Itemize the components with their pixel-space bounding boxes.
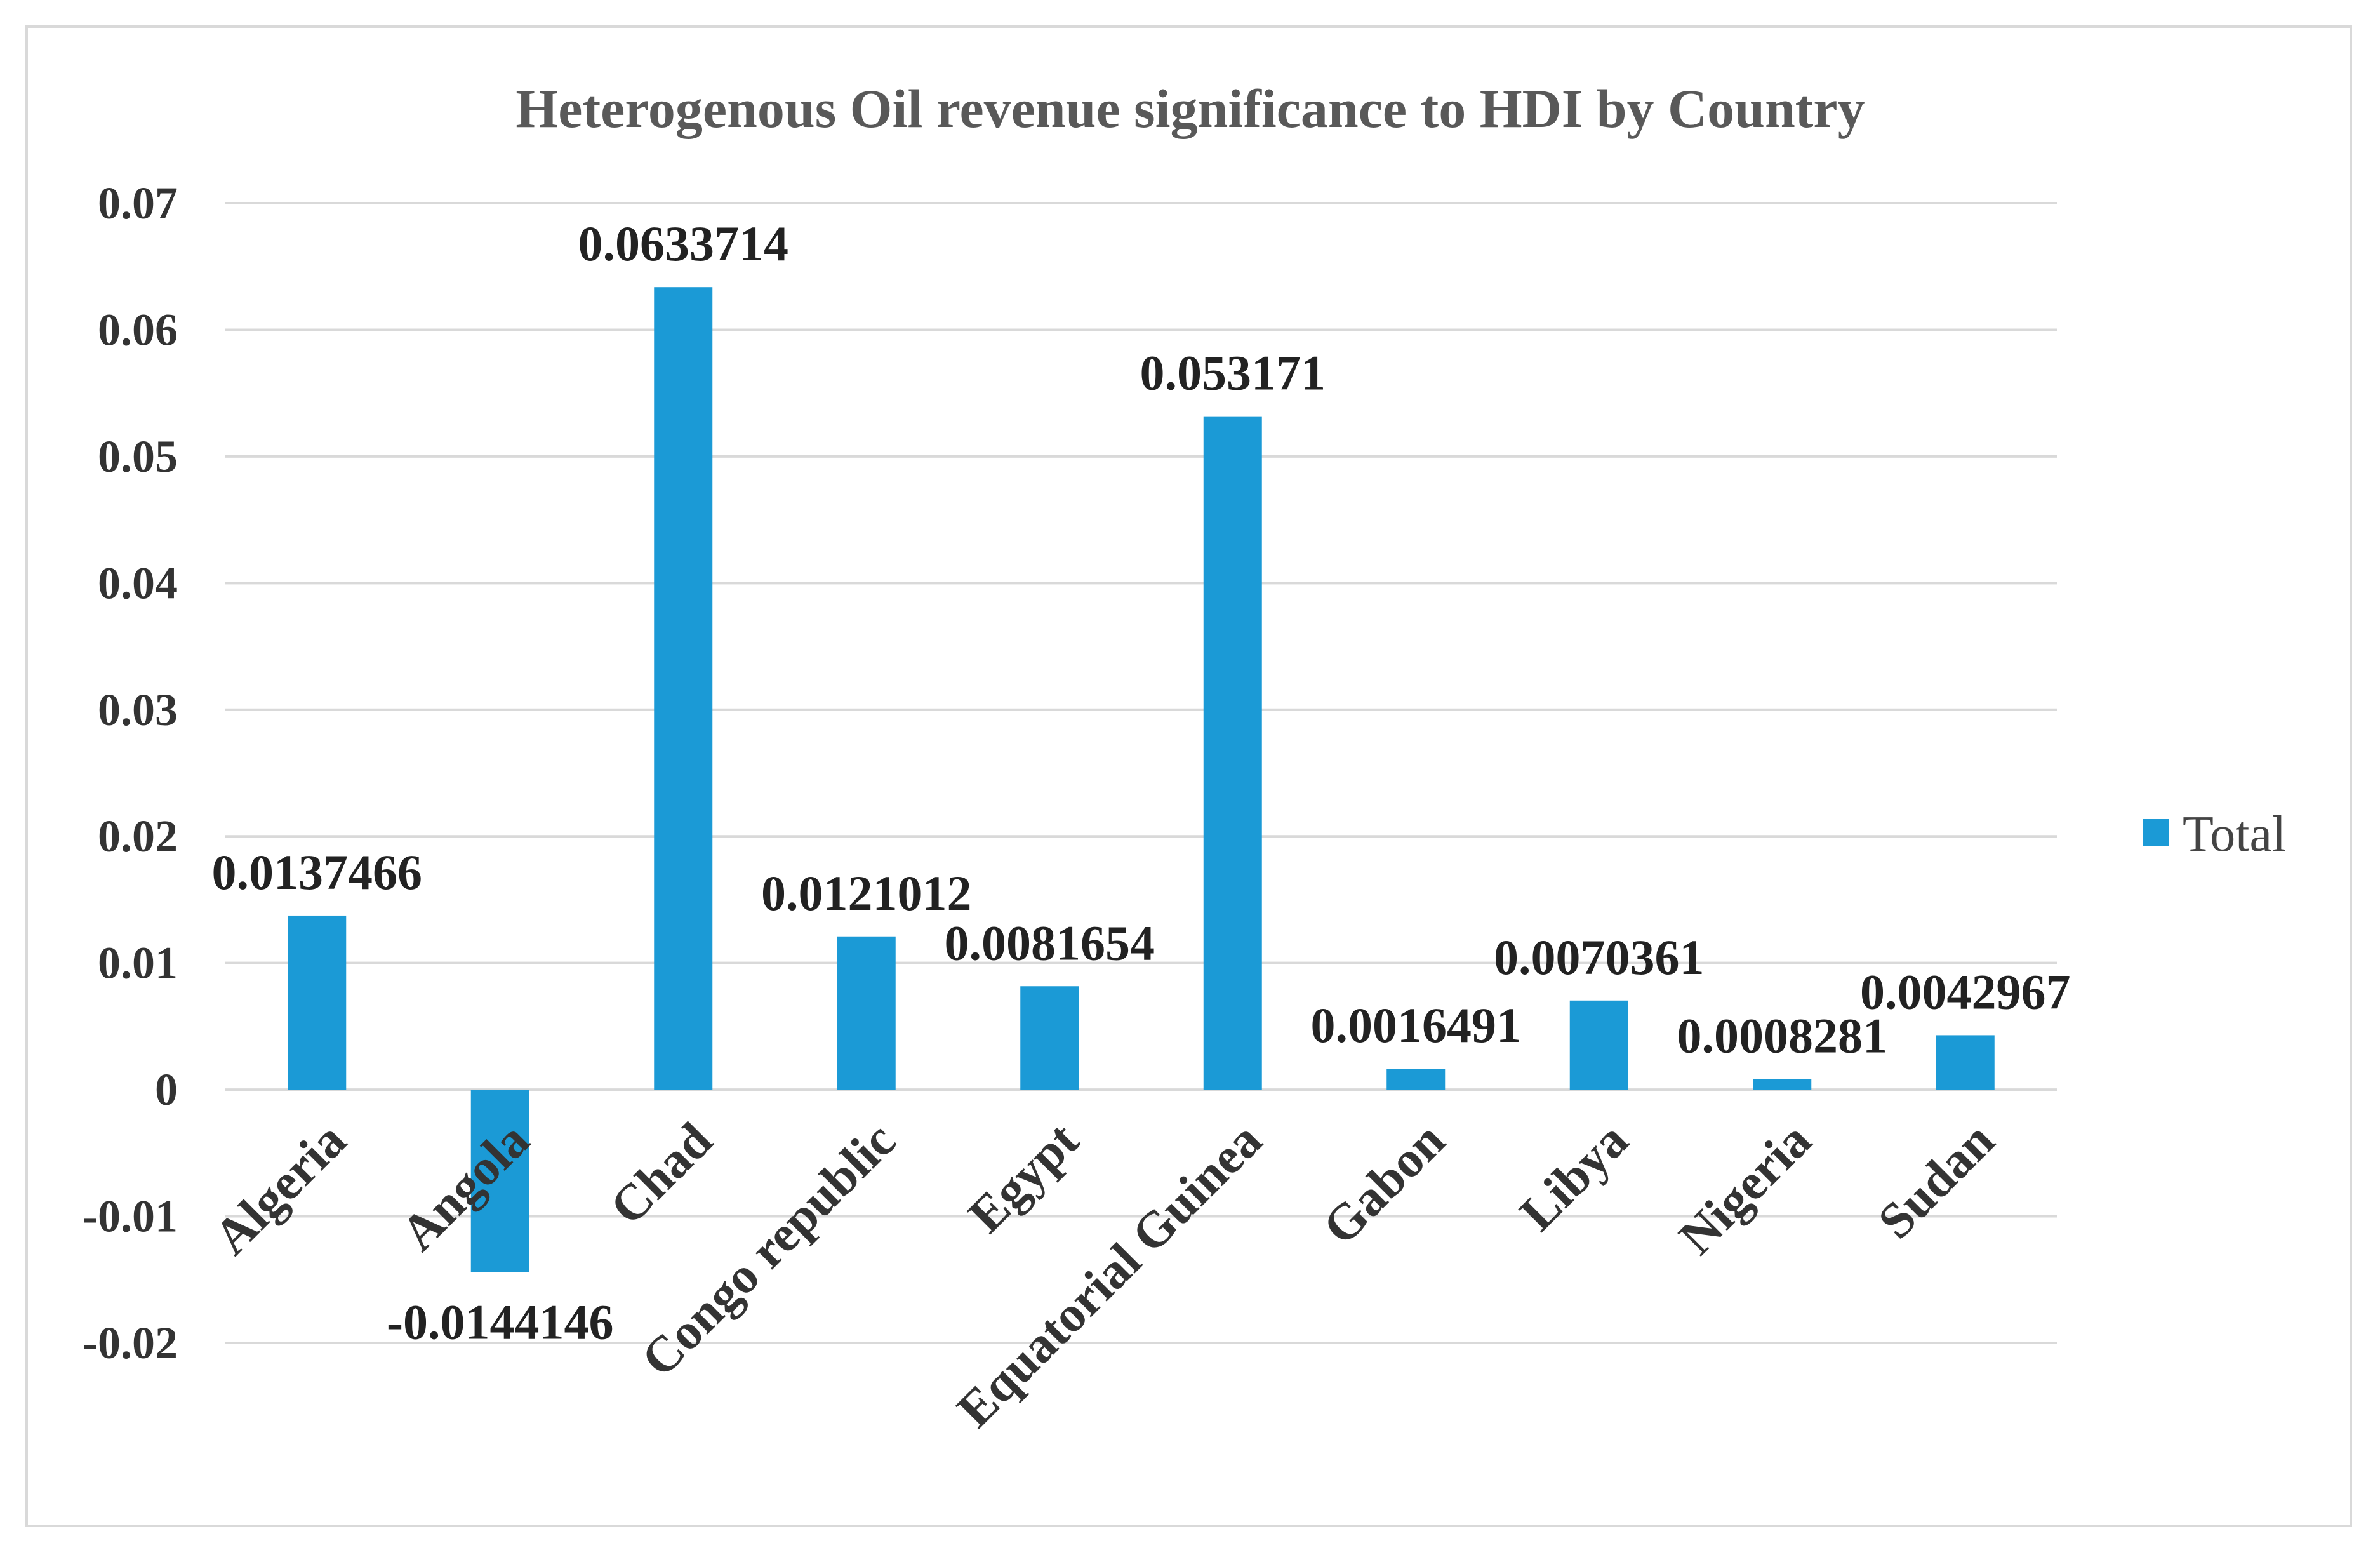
bar-libya <box>1569 1000 1628 1090</box>
data-label: 0.0042967 <box>1860 964 2071 1019</box>
x-tick-label: Equatorial Guinea <box>947 1112 1272 1438</box>
chart-frame <box>25 25 2352 1527</box>
x-tick-label: Libya <box>1510 1112 1639 1242</box>
y-tick-label: -0.02 <box>83 1318 178 1368</box>
y-tick-label: 0 <box>155 1064 178 1115</box>
y-tick-label: -0.01 <box>83 1191 178 1242</box>
data-label: 0.0081654 <box>945 915 1155 970</box>
y-tick-label: 0.02 <box>98 811 178 862</box>
y-tick-label: 0.06 <box>98 304 178 355</box>
legend-label: Total <box>2183 806 2286 862</box>
bar-angola <box>470 1090 529 1272</box>
data-label: 0.0121012 <box>761 865 972 921</box>
chart-title: Heterogenous Oil revenue significance to… <box>515 78 1865 139</box>
data-label: 0.0008281 <box>1677 1008 1888 1064</box>
x-tick-label: Egypt <box>958 1112 1089 1243</box>
bar-series <box>288 287 1995 1272</box>
y-tick-label: 0.05 <box>98 431 178 482</box>
bar-congo-republic <box>837 936 896 1090</box>
y-tick-label: 0.07 <box>98 178 178 229</box>
y-tick-label: 0.03 <box>98 684 178 735</box>
legend: Total <box>2143 806 2286 862</box>
data-labels: 0.0137466-0.01441460.06337140.01210120.0… <box>212 216 2071 1349</box>
bar-algeria <box>288 915 347 1090</box>
bar-sudan <box>1936 1035 1995 1090</box>
data-label: -0.0144146 <box>387 1295 613 1350</box>
y-tick-label: 0.01 <box>98 938 178 989</box>
bar-chad <box>654 287 713 1090</box>
y-tick-label: 0.04 <box>98 557 178 608</box>
data-label: 0.0137466 <box>212 844 423 900</box>
y-axis-ticks: 0.07 0.06 0.05 0.04 0.03 0.02 0.01 0 -0.01 -0.02 <box>83 178 178 1368</box>
bar-egypt <box>1020 986 1079 1090</box>
bar-equatorial-guinea <box>1203 416 1262 1090</box>
x-tick-label: Nigeria <box>1669 1112 1822 1265</box>
data-label: 0.053171 <box>1140 345 1326 401</box>
x-tick-label: Algeria <box>204 1112 357 1265</box>
legend-swatch <box>2143 819 2169 846</box>
x-tick-label: Gabon <box>1312 1112 1456 1256</box>
data-label: 0.0633714 <box>578 216 789 271</box>
data-label: 0.0070361 <box>1494 930 1705 985</box>
bar-nigeria <box>1753 1079 1812 1090</box>
data-label: 0.0016491 <box>1311 998 1522 1053</box>
x-tick-label: Sudan <box>1868 1112 2005 1250</box>
bar-gabon <box>1386 1069 1446 1090</box>
gridlines <box>225 202 2057 1344</box>
